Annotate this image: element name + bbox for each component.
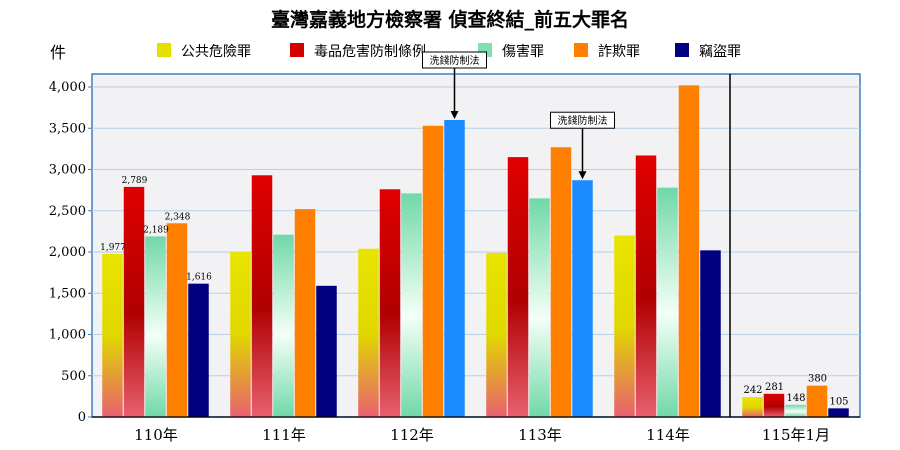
bar-2-5: [785, 404, 806, 417]
y-tick-label: 2,500: [49, 204, 86, 219]
bar-3-5: [806, 385, 828, 417]
data-label: 2,789: [122, 176, 148, 186]
legend-swatch: [574, 43, 588, 57]
data-label: 148: [786, 393, 805, 404]
y-axis-label: 件: [50, 43, 66, 62]
bar-4-1: [316, 285, 337, 417]
x-tick-label: 113年: [518, 426, 562, 444]
bar-2-0: [145, 236, 166, 417]
data-label: 1,616: [186, 273, 212, 283]
bar-3-1: [294, 209, 316, 417]
bar-2-4: [657, 187, 678, 417]
bar-2-2: [401, 193, 422, 417]
arrow-head-icon: [578, 171, 587, 180]
legend-label: 竊盜罪: [699, 44, 741, 60]
y-tick-label: 1,500: [49, 286, 86, 301]
x-tick-label: 111年: [262, 426, 306, 444]
bar-1-0: [123, 186, 145, 417]
data-label: 242: [743, 385, 762, 396]
annotation-label: 洗錢防制法: [558, 114, 608, 127]
bar-0-3: [486, 252, 507, 417]
data-label: 2,189: [143, 225, 169, 235]
legend-label: 公共危險罪: [181, 44, 251, 60]
bar-1-4: [635, 155, 657, 417]
bar-2-1: [273, 234, 294, 417]
bar-0-4: [614, 235, 635, 417]
y-tick-label: 3,000: [49, 163, 86, 178]
annotation-label: 洗錢防制法: [430, 54, 480, 67]
x-tick-label: 110年: [134, 426, 178, 444]
bar-1-3: [507, 157, 529, 417]
bar-0-2: [358, 248, 379, 417]
legend: 公共危險罪 毒品危害防制條例 傷害罪 詐欺罪 竊盜罪: [157, 43, 741, 60]
data-label: 2,348: [165, 212, 191, 222]
y-tick-label: 1,000: [49, 328, 86, 343]
data-label: 1,977: [100, 243, 126, 253]
data-label: 380: [808, 374, 827, 385]
legend-label: 傷害罪: [502, 44, 544, 60]
bar-1-5: [763, 393, 785, 417]
data-label: 105: [829, 396, 848, 407]
arrow-head-icon: [450, 111, 459, 119]
x-tick-label: 112年: [390, 426, 434, 444]
y-tick-label: 2,000: [49, 245, 86, 260]
bar-1-1: [251, 175, 273, 417]
y-tick-label: 3,500: [49, 121, 86, 136]
x-tick-label: 115年1月: [762, 426, 830, 444]
y-tick-label: 4,000: [49, 80, 86, 95]
legend-label: 毒品危害防制條例: [314, 44, 426, 60]
bar-3-0: [166, 223, 188, 417]
legend-swatch: [157, 43, 171, 57]
bar-3-4: [678, 85, 700, 417]
chart-title: 臺灣嘉義地方檢察署 偵查終結_前五大罪名: [271, 8, 629, 31]
legend-label: 詐欺罪: [598, 44, 640, 60]
bar-4-4: [700, 250, 721, 417]
bar-1-2: [379, 189, 401, 417]
legend-swatch: [290, 43, 304, 57]
bar-4-2: [444, 120, 465, 417]
bar-0-5: [742, 397, 763, 417]
x-tick-label: 114年: [646, 426, 690, 444]
legend-swatch: [675, 43, 689, 57]
bar-4-5: [828, 408, 849, 417]
bar-0-0: [102, 253, 123, 417]
bar-3-3: [550, 147, 572, 417]
bar-4-0: [188, 283, 209, 417]
y-tick-label: 500: [61, 369, 86, 384]
data-label: 281: [765, 382, 784, 393]
y-tick-label: 0: [78, 410, 86, 425]
bar-4-3: [572, 180, 593, 417]
plot-area: [91, 73, 861, 418]
bar-2-3: [529, 198, 550, 417]
bar-0-1: [230, 252, 251, 417]
bar-3-2: [422, 125, 444, 418]
